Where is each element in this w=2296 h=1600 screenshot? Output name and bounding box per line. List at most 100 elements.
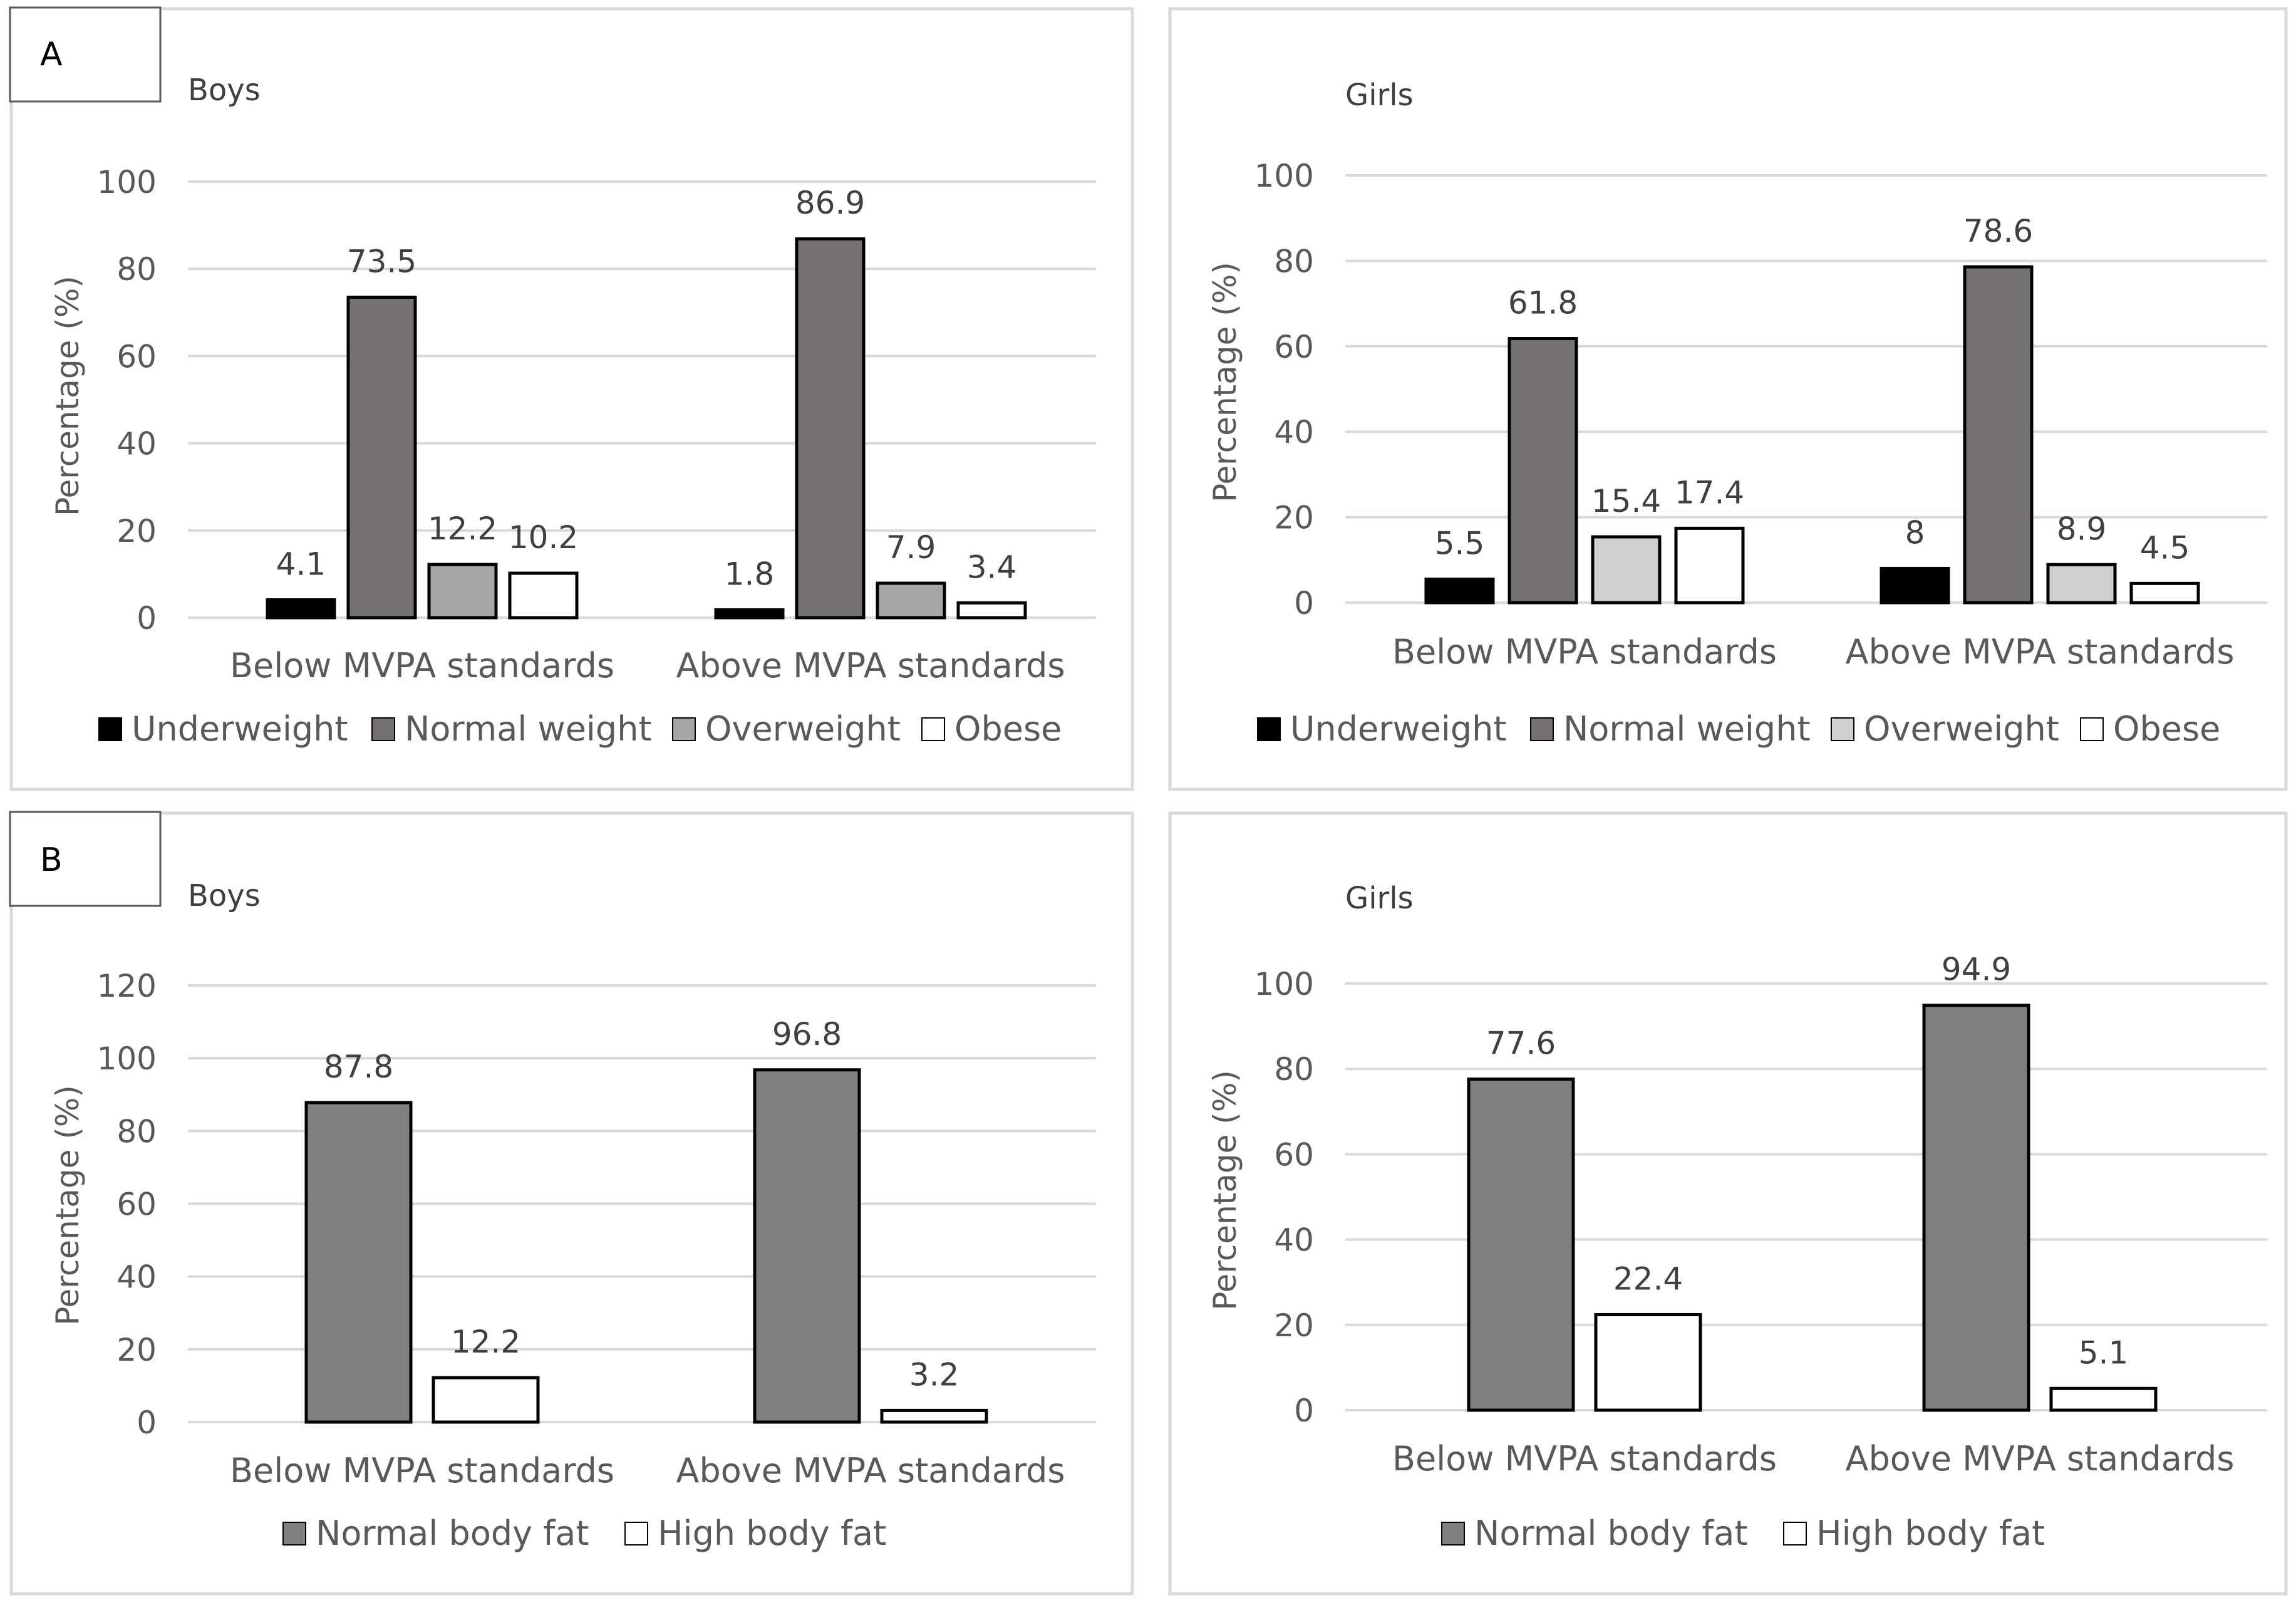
bar-overweight-below — [427, 563, 498, 620]
y-tick-80: 80 — [1274, 243, 1314, 279]
y-tick-40: 40 — [116, 1259, 157, 1296]
data-label-normal-body-fat-below: 87.8 — [324, 1049, 393, 1085]
y-tick-20: 20 — [1274, 1307, 1314, 1344]
bar-obese-above — [2129, 581, 2200, 605]
y-tick-0: 0 — [1294, 585, 1314, 621]
bar-normal-weight-below — [1507, 337, 1578, 605]
y-tick-120: 120 — [97, 968, 157, 1004]
data-label-underweight-below: 5.5 — [1435, 525, 1485, 561]
y-tick-0: 0 — [137, 600, 157, 636]
data-label-high-body-fat-above: 3.2 — [909, 1356, 959, 1393]
bar-normal-body-fat-above — [1922, 1004, 2030, 1412]
y-tick-20: 20 — [1274, 500, 1314, 536]
bar-overweight-above — [2046, 563, 2117, 605]
chart-b-girls-category-below: Below MVPA standards — [1392, 1439, 1777, 1478]
chart-a-girls-legend: Underweight Normal weight Overweight Obe… — [1257, 709, 2220, 749]
bar-normal-weight-below — [346, 295, 417, 620]
chart-b-boys-category-below: Below MVPA standards — [230, 1451, 614, 1490]
bar-obese-below — [1674, 526, 1745, 605]
legend-swatch-underweight — [98, 717, 122, 741]
legend-label-normal-body-fat: Normal body fat — [316, 1514, 589, 1553]
bar-normal-body-fat-above — [753, 1068, 861, 1424]
bar-obese-below — [508, 571, 579, 620]
chart-b-girls-legend: Normal body fat High body fat — [1441, 1514, 2045, 1553]
y-tick-100: 100 — [1254, 158, 1314, 194]
legend-label-underweight: Underweight — [132, 709, 348, 749]
chart-b-girls-category-above: Above MVPA standards — [1846, 1439, 2235, 1478]
chart-b-girls-title: Girls — [1345, 881, 1414, 916]
panel-a-label-box — [9, 6, 162, 103]
chart-a-girls-ylabel: Percentage (%) — [1207, 262, 1243, 502]
y-tick-80: 80 — [116, 1113, 157, 1150]
bar-underweight-above — [714, 608, 785, 620]
y-tick-80: 80 — [116, 251, 157, 288]
legend-swatch-overweight — [1831, 717, 1854, 741]
legend-label-underweight: Underweight — [1290, 709, 1507, 749]
y-tick-40: 40 — [116, 426, 157, 462]
data-label-normal-body-fat-below: 77.6 — [1486, 1026, 1556, 1062]
legend-label-overweight: Overweight — [1864, 709, 2059, 749]
panel-b-label: B — [40, 841, 63, 879]
data-label-high-body-fat-above: 5.1 — [2079, 1334, 2129, 1371]
legend-swatch-overweight — [672, 717, 696, 741]
data-label-overweight-above: 7.9 — [886, 529, 936, 566]
chart-a-boys: A Boys Percentage (%) 0 20 40 60 80 100 4.1 73… — [9, 6, 1134, 791]
data-label-normal-weight-below: 73.5 — [347, 243, 416, 279]
y-tick-20: 20 — [116, 513, 157, 549]
legend-label-high-body-fat: High body fat — [1816, 1514, 2045, 1553]
legend-swatch-high-body-fat — [624, 1522, 648, 1545]
bar-underweight-below — [1424, 577, 1495, 605]
chart-a-girls-category-below: Below MVPA standards — [1392, 632, 1777, 672]
bar-overweight-below — [1591, 535, 1662, 605]
legend-swatch-high-body-fat — [1783, 1522, 1807, 1545]
chart-a-boys-category-below: Below MVPA standards — [230, 646, 614, 685]
chart-b-girls-ylabel: Percentage (%) — [1207, 1070, 1243, 1311]
legend-swatch-normal-weight — [1530, 717, 1554, 741]
chart-b-boys-ylabel: Percentage (%) — [49, 1085, 86, 1326]
data-label-normal-body-fat-above: 96.8 — [772, 1016, 842, 1052]
legend-swatch-normal-weight — [371, 717, 395, 741]
y-tick-100: 100 — [97, 1041, 157, 1077]
legend-label-obese: Obese — [2113, 709, 2220, 749]
data-label-high-body-fat-below: 22.4 — [1613, 1260, 1683, 1297]
data-label-normal-body-fat-above: 94.9 — [1942, 952, 2011, 988]
chart-a-girls-frame — [1168, 7, 2288, 791]
chart-b-boys: B Boys Percentage (%) 0 20 40 60 80 100 120 87… — [9, 811, 1134, 1596]
legend-label-high-body-fat: High body fat — [658, 1514, 886, 1553]
chart-b-girls-frame — [1168, 811, 2288, 1596]
data-label-overweight-below: 15.4 — [1591, 483, 1661, 519]
chart-a-boys-ylabel: Percentage (%) — [49, 276, 86, 516]
bar-high-body-fat-below — [432, 1376, 540, 1424]
chart-a-boys-bars — [266, 237, 1027, 620]
chart-b-girls-bars — [1467, 1004, 2158, 1412]
y-tick-0: 0 — [137, 1405, 157, 1441]
legend-swatch-obese — [921, 717, 945, 741]
chart-a-girls-bars — [1424, 265, 2200, 605]
y-tick-60: 60 — [1274, 1136, 1314, 1173]
y-tick-20: 20 — [116, 1332, 157, 1368]
legend-swatch-obese — [2080, 717, 2104, 741]
bar-high-body-fat-above — [2049, 1386, 2158, 1412]
legend-label-normal-body-fat: Normal body fat — [1474, 1514, 1748, 1553]
chart-a-boys-yticks: 0 20 40 60 80 100 — [97, 164, 157, 636]
bar-overweight-above — [876, 581, 946, 620]
chart-a-girls-yticks: 0 20 40 60 80 100 — [1254, 158, 1314, 621]
data-label-obese-below: 10.2 — [509, 519, 578, 556]
y-tick-60: 60 — [116, 338, 157, 375]
chart-a-boys-legend: Underweight Normal weight Overweight Obe… — [98, 709, 1062, 749]
chart-a-boys-data-labels: 4.1 73.5 12.2 10.2 1.8 86.9 7.9 3.4 — [276, 185, 1017, 592]
legend-label-overweight: Overweight — [705, 709, 901, 749]
legend-label-normal-weight: Normal weight — [405, 709, 652, 749]
chart-a-boys-category-above: Above MVPA standards — [676, 646, 1065, 685]
legend-label-obese: Obese — [954, 709, 1062, 749]
chart-b-boys-data-labels: 87.8 12.2 96.8 3.2 — [324, 1016, 959, 1393]
bar-underweight-above — [1880, 566, 1950, 605]
chart-a-girls-data-labels: 5.5 61.8 15.4 17.4 8 78.6 8.9 4.5 — [1435, 213, 2190, 566]
bar-obese-above — [956, 601, 1027, 620]
data-label-obese-above: 3.4 — [967, 549, 1017, 585]
panel-b-label-box — [9, 811, 162, 907]
data-label-underweight-above: 8 — [1905, 514, 1925, 551]
chart-b-boys-yticks: 0 20 40 60 80 100 120 — [97, 968, 157, 1441]
data-label-overweight-below: 12.2 — [428, 511, 497, 547]
chart-b-boys-category-above: Above MVPA standards — [676, 1451, 1065, 1490]
